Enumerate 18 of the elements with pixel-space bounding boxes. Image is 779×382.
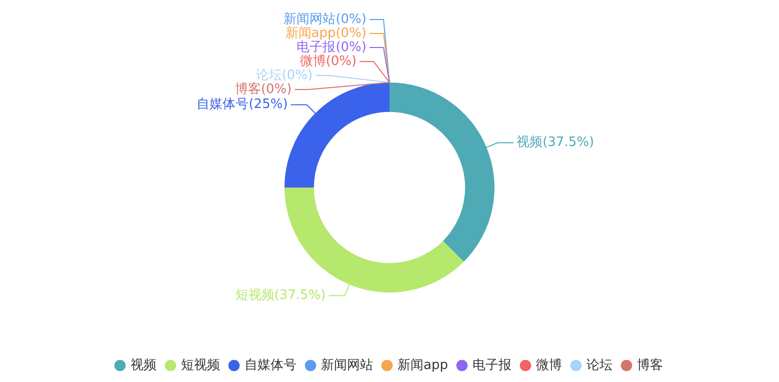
category-label: 电子报(0%): [296, 40, 366, 55]
category-label: 微博(0%): [300, 54, 357, 69]
legend-label: 微博: [536, 358, 562, 373]
category-label: 新闻app(0%): [285, 26, 366, 41]
category-label: 自媒体号(25%): [196, 97, 288, 112]
legend-label: 短视频: [181, 358, 220, 373]
legend-label: 新闻app: [398, 358, 448, 373]
legend-label: 自媒体号: [244, 358, 297, 373]
legend-label: 论坛: [586, 358, 612, 373]
legend-label: 新闻网站: [321, 358, 374, 373]
legend-label: 电子报: [472, 358, 512, 373]
category-label: 视频(37.5%): [516, 135, 594, 150]
category-label: 短视频(37.5%): [235, 288, 326, 303]
category-label: 新闻网站(0%): [284, 12, 366, 27]
legend-label: 视频: [130, 358, 157, 373]
category-label: 论坛(0%): [256, 68, 313, 83]
category-label: 博客(0%): [234, 82, 292, 97]
legend-label: 博客: [636, 356, 663, 373]
